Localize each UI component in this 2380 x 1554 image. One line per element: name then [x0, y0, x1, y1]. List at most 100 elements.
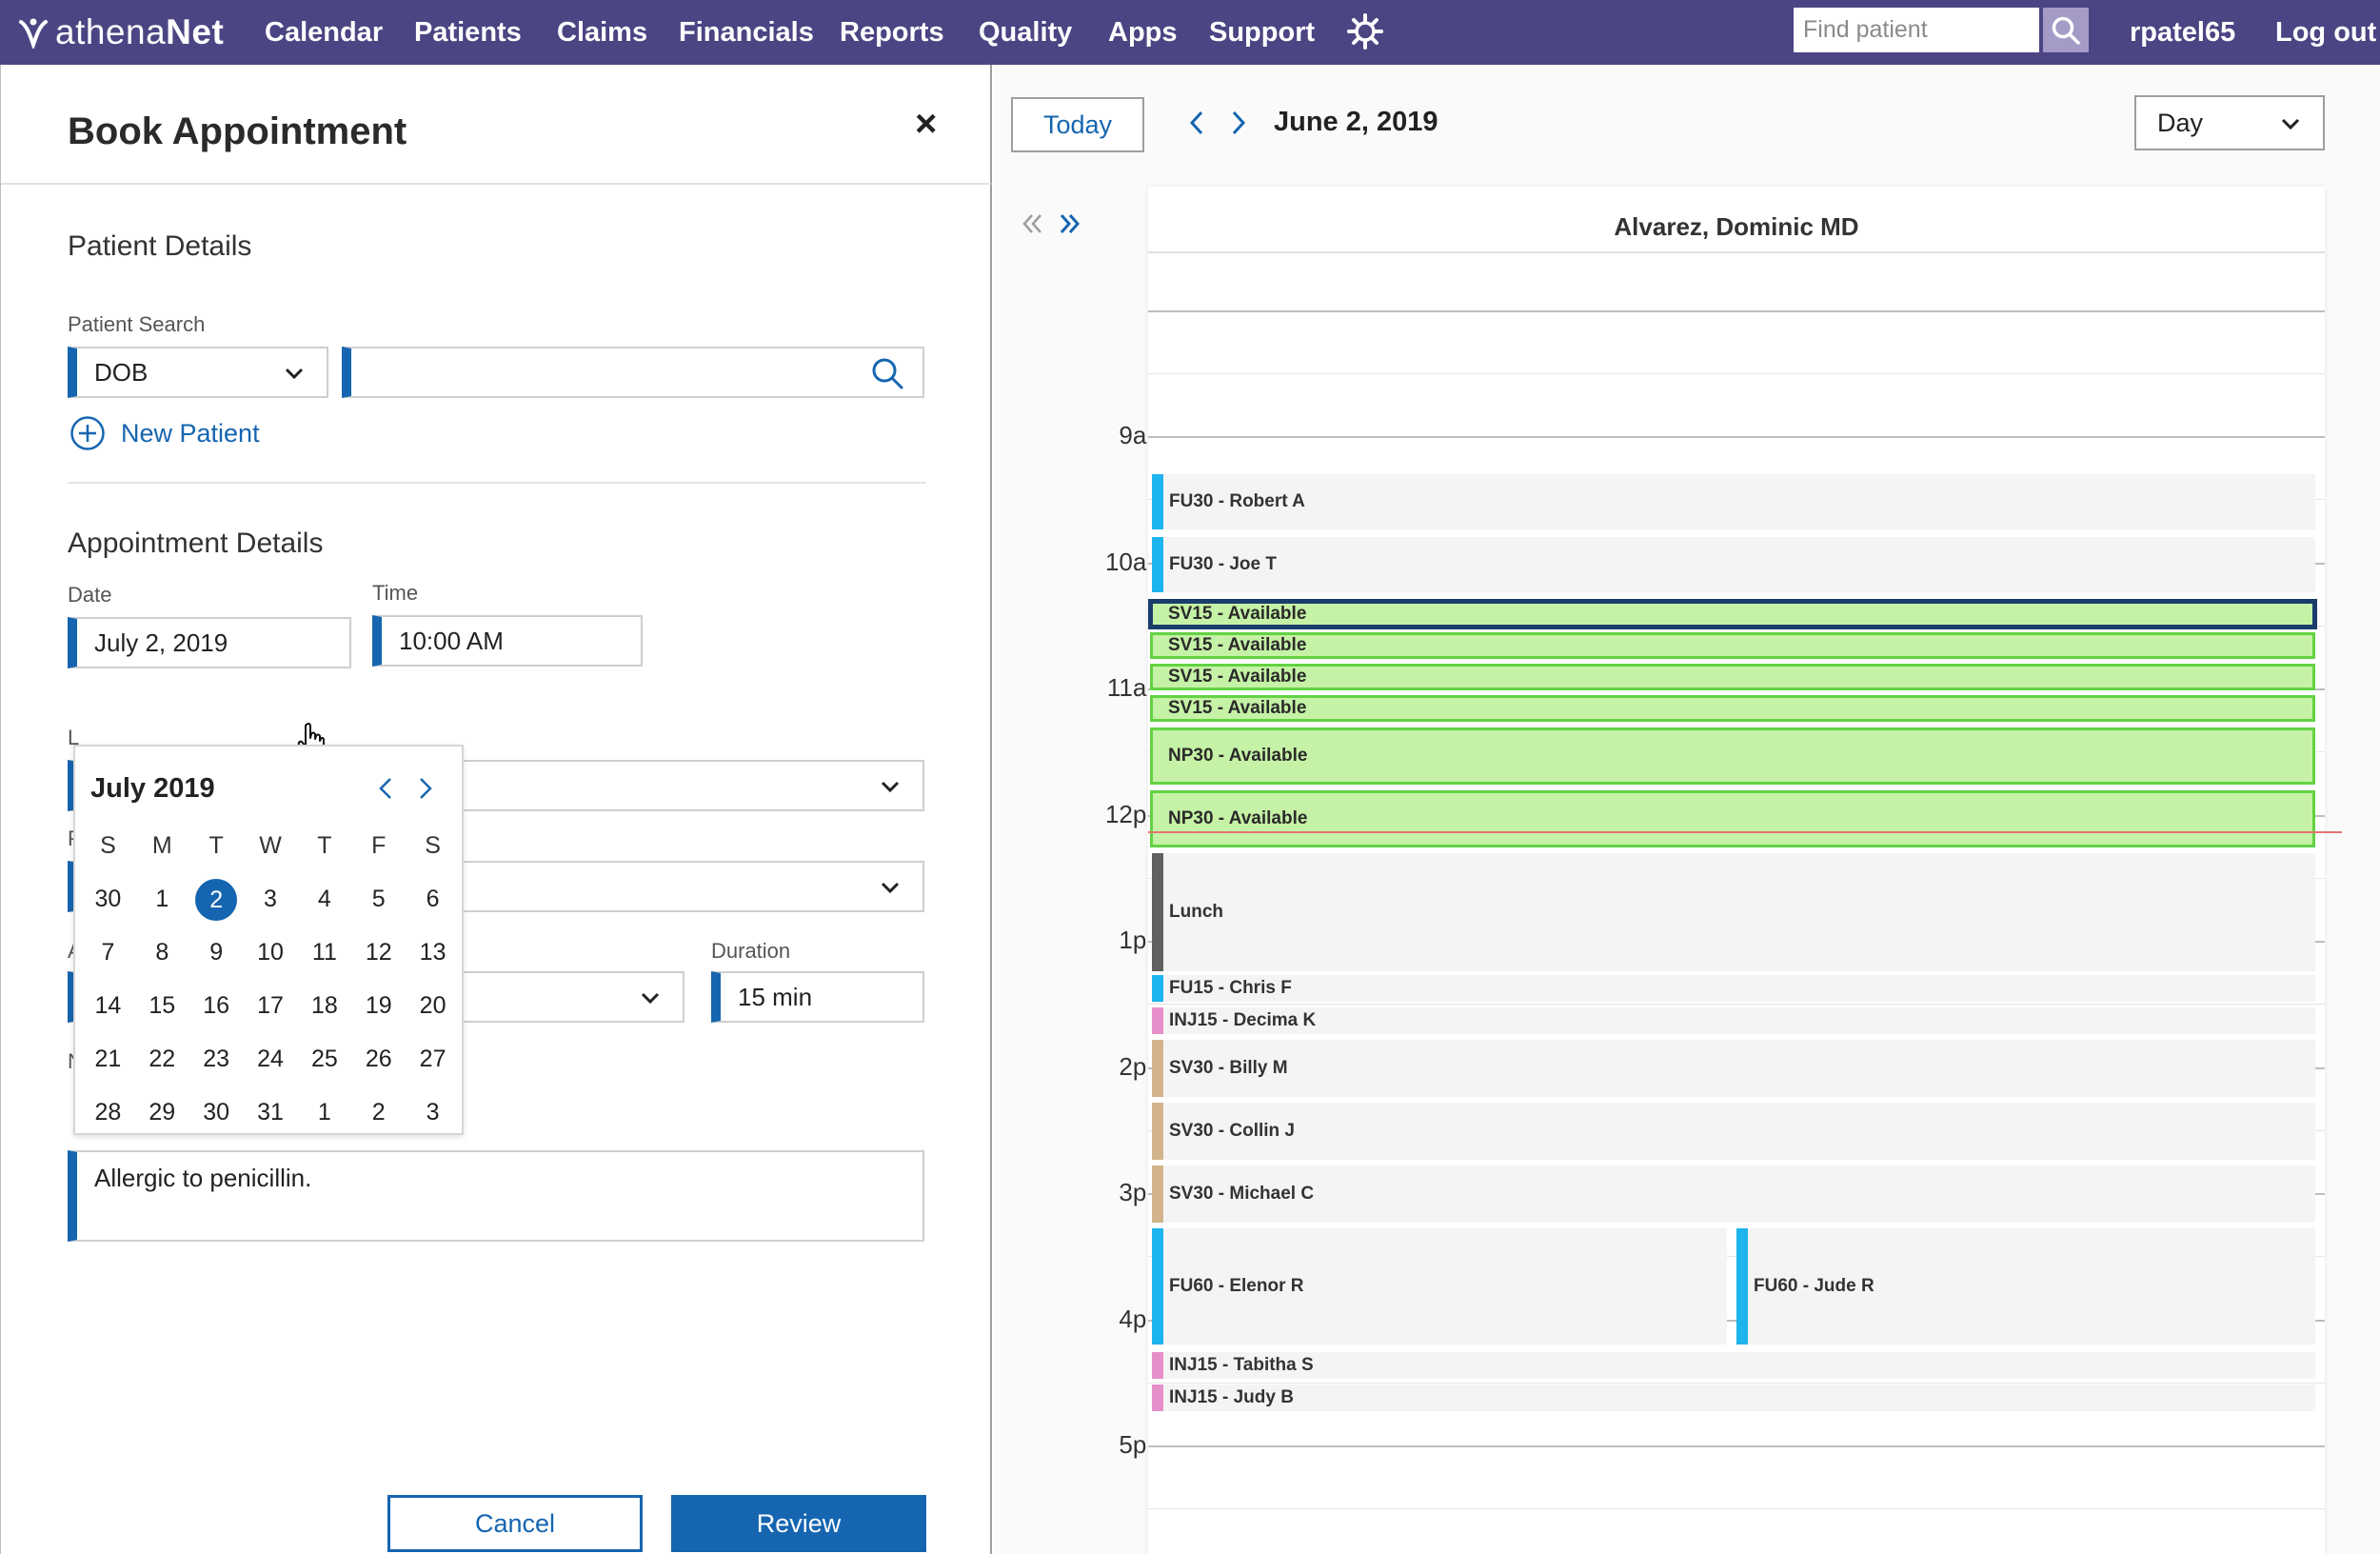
day-cell[interactable]: 8	[135, 932, 189, 972]
athenanet-logo[interactable]: athenaNet	[17, 8, 224, 57]
patient-search-type-select[interactable]: DOB	[68, 347, 328, 398]
day-cell[interactable]: 9	[189, 932, 244, 972]
nav-financials[interactable]: Financials	[679, 17, 814, 48]
review-button[interactable]: Review	[671, 1495, 926, 1552]
nav-apps[interactable]: Apps	[1108, 17, 1178, 48]
day-number: 27	[419, 1046, 446, 1072]
close-icon[interactable]: ×	[915, 103, 938, 145]
appointment-lunch[interactable]: Lunch	[1152, 853, 2315, 971]
day-cell[interactable]: 21	[81, 1039, 135, 1079]
day-cell[interactable]: 30	[81, 879, 135, 919]
time-input[interactable]: 10:00 AM	[372, 615, 643, 667]
logout-link[interactable]: Log out	[2275, 17, 2377, 48]
day-cell[interactable]: 1	[135, 879, 189, 919]
day-cell[interactable]: 29	[135, 1092, 189, 1132]
appointment-label: INJ15 - Decima K	[1169, 1010, 1317, 1030]
day-number: 25	[310, 1046, 338, 1072]
nav-claims[interactable]: Claims	[557, 17, 648, 48]
appointment-sv30-collin-j[interactable]: SV30 - Collin J	[1152, 1103, 2315, 1160]
appointment-fu60-elenor-r[interactable]: FU60 - Elenor R	[1152, 1228, 1727, 1345]
day-cell[interactable]: 19	[351, 986, 406, 1026]
day-cell[interactable]: 10	[244, 932, 298, 972]
double-chevron-right-icon[interactable]	[1057, 209, 1083, 238]
week-row: 30 1 2 3 4 5 6	[81, 872, 460, 926]
nav-patients[interactable]: Patients	[414, 17, 522, 48]
weekday-label: S	[425, 832, 441, 859]
chevron-right-icon[interactable]	[1226, 107, 1251, 139]
day-cell[interactable]: 18	[297, 986, 351, 1026]
patient-search-input[interactable]	[342, 347, 924, 398]
search-icon[interactable]	[869, 356, 907, 390]
day-cell[interactable]: 2	[351, 1092, 406, 1132]
day-cell[interactable]: 11	[297, 932, 351, 972]
date-input[interactable]: July 2, 2019	[68, 617, 351, 668]
find-patient-search-button[interactable]	[2043, 8, 2089, 52]
day-cell[interactable]: 20	[406, 986, 460, 1026]
nav-calendar[interactable]: Calendar	[265, 17, 384, 48]
available-slot[interactable]: SV15 - Available	[1150, 664, 2315, 690]
appointment-fu30-joe-t[interactable]: FU30 - Joe T	[1152, 537, 2315, 592]
appointment-sv30-billy-m[interactable]: SV30 - Billy M	[1152, 1040, 2315, 1097]
gear-icon[interactable]	[1346, 12, 1384, 50]
date-picker-weeks: 30 1 2 3 4 5 6 7 8 9 10 11 12 13 14 15 16 17 18 19 20 21 22 23 2…	[81, 872, 460, 1139]
notes-textarea[interactable]: Allergic to penicillin.	[68, 1150, 924, 1242]
day-cell[interactable]: 27	[406, 1039, 460, 1079]
appointment-label: FU60 - Elenor R	[1169, 1276, 1304, 1296]
chevron-left-icon[interactable]	[374, 775, 397, 802]
view-select[interactable]: Day	[2134, 95, 2325, 150]
day-cell[interactable]: 3	[244, 879, 298, 919]
day-number: 1	[317, 1099, 331, 1126]
day-cell[interactable]: 3	[406, 1092, 460, 1132]
appointment-inj15-judy-b[interactable]: INJ15 - Judy B	[1152, 1385, 2315, 1411]
day-cell[interactable]: 4	[297, 879, 351, 919]
day-cell[interactable]: 7	[81, 932, 135, 972]
nav-quality[interactable]: Quality	[979, 17, 1073, 48]
username-link[interactable]: rpatel65	[2130, 17, 2236, 48]
day-cell[interactable]: 6	[406, 879, 460, 919]
available-slot-selected[interactable]: SV15 - Available	[1148, 599, 2317, 629]
available-slot[interactable]: SV15 - Available	[1150, 632, 2315, 659]
chevron-right-icon[interactable]	[414, 775, 437, 802]
double-chevron-left-icon[interactable]	[1019, 209, 1045, 238]
appointment-fu60-jude-r[interactable]: FU60 - Jude R	[1736, 1228, 2315, 1345]
selected-day-cell[interactable]: 2	[189, 879, 244, 921]
chevron-down-icon	[285, 368, 304, 380]
available-slot[interactable]: NP30 - Available	[1150, 790, 2315, 847]
new-patient-link[interactable]: New Patient	[69, 415, 260, 451]
day-number: 28	[94, 1099, 122, 1126]
day-cell[interactable]: 13	[406, 932, 460, 972]
nav-support[interactable]: Support	[1209, 17, 1316, 48]
slot-label: SV15 - Available	[1168, 635, 1307, 655]
available-slot[interactable]: SV15 - Available	[1150, 695, 2315, 722]
day-cell[interactable]: 12	[351, 932, 406, 972]
day-cell[interactable]: 28	[81, 1092, 135, 1132]
available-slot[interactable]: NP30 - Available	[1150, 727, 2315, 785]
day-cell[interactable]: 25	[297, 1039, 351, 1079]
nav-reports[interactable]: Reports	[840, 17, 944, 48]
appointment-type-color-bar	[1152, 1352, 1163, 1379]
today-button[interactable]: Today	[1011, 97, 1144, 152]
appointment-type-color-bar	[1152, 853, 1163, 971]
duration-input[interactable]: 15 min	[711, 971, 924, 1023]
day-cell[interactable]: 14	[81, 986, 135, 1026]
day-cell[interactable]: 16	[189, 986, 244, 1026]
chevron-down-icon	[641, 992, 660, 1005]
find-patient-input[interactable]	[1794, 8, 2039, 52]
day-cell[interactable]: 1	[297, 1092, 351, 1132]
day-cell[interactable]: 15	[135, 986, 189, 1026]
appointment-sv30-michael-c[interactable]: SV30 - Michael C	[1152, 1166, 2315, 1223]
appointment-fu30-robert-a[interactable]: FU30 - Robert A	[1152, 474, 2315, 529]
chevron-left-icon[interactable]	[1184, 107, 1209, 139]
day-cell[interactable]: 5	[351, 879, 406, 919]
appointment-fu15-chris-f[interactable]: FU15 - Chris F	[1152, 975, 2315, 1002]
day-cell[interactable]: 30	[189, 1092, 244, 1132]
day-cell[interactable]: 23	[189, 1039, 244, 1079]
day-cell[interactable]: 22	[135, 1039, 189, 1079]
cancel-button[interactable]: Cancel	[387, 1495, 643, 1552]
day-cell[interactable]: 26	[351, 1039, 406, 1079]
day-cell[interactable]: 31	[244, 1092, 298, 1132]
appointment-inj15-tabitha-s[interactable]: INJ15 - Tabitha S	[1152, 1352, 2315, 1379]
day-cell[interactable]: 17	[244, 986, 298, 1026]
appointment-inj15-decima-k[interactable]: INJ15 - Decima K	[1152, 1007, 2315, 1034]
day-cell[interactable]: 24	[244, 1039, 298, 1079]
